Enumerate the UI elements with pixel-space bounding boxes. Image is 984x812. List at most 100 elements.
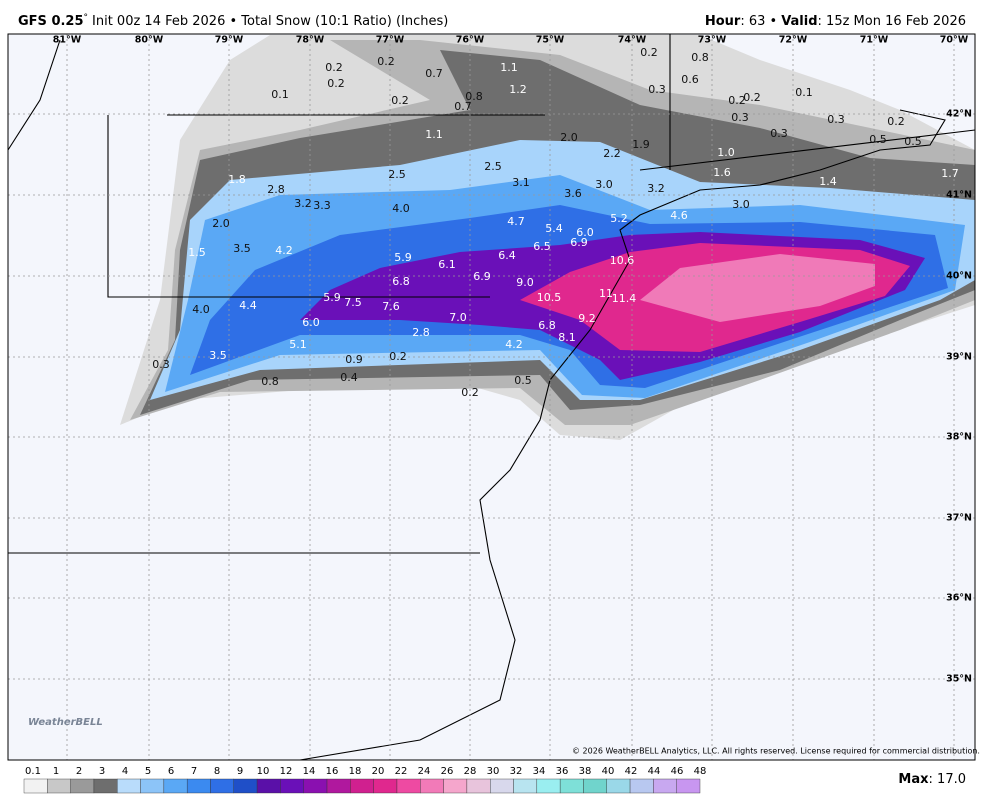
latitude-label: 38°N (946, 432, 972, 443)
colorbar-segment (396, 778, 421, 794)
colorbar-segment (140, 778, 165, 794)
longitude-label: 79°W (215, 35, 244, 46)
colorbar-label: 22 (395, 766, 408, 777)
colorbar-segment (443, 778, 468, 794)
colorbar-segment (93, 778, 118, 794)
colorbar-segment (163, 778, 188, 794)
valid-label: Valid (781, 14, 817, 29)
snow-amount: 5.1 (289, 338, 307, 351)
colorbar-label: 9 (237, 766, 243, 777)
degree: ° (84, 13, 89, 23)
latitude-label: 37°N (946, 513, 972, 524)
snow-amount: 1.1 (500, 61, 518, 74)
colorbar-segment (350, 778, 374, 794)
max-label: Max (898, 772, 929, 787)
snow-amount: 6.9 (570, 236, 588, 249)
snow-amount: 3.5 (209, 349, 227, 362)
colorbar-segment (326, 778, 351, 794)
colorbar-label: 8 (214, 766, 220, 777)
snow-amount: 1.5 (188, 246, 206, 259)
snow-amount: 0.3 (770, 127, 788, 140)
snow-amount: 1.2 (509, 83, 527, 96)
snow-amount: 0.1 (795, 86, 813, 99)
hour-value: : 63 • (740, 14, 777, 29)
colorbar-label: 36 (556, 766, 569, 777)
colorbar-segment (210, 778, 234, 794)
snow-amount: 0.2 (887, 115, 905, 128)
snow-amount: 2.5 (388, 168, 406, 181)
snow-amount: 4.2 (505, 338, 523, 351)
latitude-label: 35°N (946, 674, 972, 685)
colorbar-segment (23, 778, 48, 794)
snow-amount: 7.0 (449, 311, 467, 324)
latitude-label: 41°N (946, 190, 972, 201)
snow-amount: 0.8 (691, 51, 709, 64)
colorbar-label: 38 (579, 766, 592, 777)
snow-amount: 0.3 (648, 83, 666, 96)
colorbar-label: 16 (326, 766, 339, 777)
longitude-label: 81°W (53, 35, 82, 46)
colorbar-label: 20 (372, 766, 385, 777)
colorbar-segment (373, 778, 398, 794)
colorbar-label: 48 (694, 766, 707, 777)
snow-amount: 4.7 (507, 215, 525, 228)
snow-amount: 7.6 (382, 300, 400, 313)
snow-amount: 6.0 (302, 316, 320, 329)
snow-amount: 9.2 (578, 312, 596, 325)
longitude-label: 80°W (135, 35, 164, 46)
snow-amount: 6.0 (576, 226, 594, 239)
snow-amount: 2.0 (212, 217, 230, 230)
colorbar-label: 3 (99, 766, 105, 777)
valid-value: : 15z Mon 16 Feb 2026 (818, 14, 966, 29)
snow-amount: 6.8 (538, 319, 556, 332)
colorbar-segment (233, 778, 258, 794)
colorbar-label: 40 (602, 766, 615, 777)
snow-amount: 3.0 (595, 178, 613, 191)
snow-amount: 0.9 (345, 353, 363, 366)
latitude-label: 42°N (946, 109, 972, 120)
latitude-label: 36°N (946, 593, 972, 604)
snow-amount: 4.0 (392, 202, 410, 215)
snow-amount: 0.2 (728, 94, 746, 107)
snow-amount: 0.3 (152, 358, 170, 371)
snow-amount: 1.1 (425, 128, 443, 141)
colorbar-label: 1 (53, 766, 59, 777)
longitude-label: 71°W (860, 35, 889, 46)
snow-amount: 0.3 (731, 111, 749, 124)
snow-amount: 0.4 (340, 371, 358, 384)
colorbar-label: 24 (418, 766, 431, 777)
colorbar-label: 18 (349, 766, 362, 777)
snow-amount: 1.4 (819, 175, 837, 188)
model: GFS 0.25 (18, 14, 84, 29)
colorbar-label: 26 (441, 766, 454, 777)
colorbar-label: 5 (145, 766, 151, 777)
longitude-label: 73°W (698, 35, 727, 46)
longitude-label: 77°W (376, 35, 405, 46)
snow-amount: 0.2 (640, 46, 658, 59)
header-left: GFS 0.25° Init 00z 14 Feb 2026 • Total Sn… (18, 13, 448, 29)
colorbar-segment (513, 778, 538, 794)
colorbar-label: 34 (533, 766, 546, 777)
longitude-label: 70°W (940, 35, 969, 46)
snow-amount: 9.0 (516, 276, 534, 289)
header-right: Hour: 63 • Valid: 15z Mon 16 Feb 2026 (705, 14, 966, 29)
colorbar-segment (466, 778, 491, 794)
colorbar-segment (606, 778, 631, 794)
snow-amount: 11 (599, 287, 613, 300)
max: Max: 17.0 (898, 772, 966, 787)
snow-amount: 0.8 (465, 90, 483, 103)
colorbar-segment (186, 778, 211, 794)
logo: WeatherBELL (28, 717, 103, 728)
snow-amount: 0.7 (454, 100, 472, 113)
snow-amount: 1.8 (228, 173, 246, 186)
colorbar-label: 0.1 (25, 766, 41, 777)
snow-amount: 2.5 (484, 160, 502, 173)
colorbar-label: 14 (303, 766, 316, 777)
longitude-label: 76°W (456, 35, 485, 46)
longitude-label: 75°W (536, 35, 565, 46)
snow-amount: 3.5 (233, 242, 251, 255)
snow-amount: 1.9 (632, 138, 650, 151)
colorbar-label: 4 (122, 766, 128, 777)
snow-amount: 5.9 (323, 291, 341, 304)
description: Init 00z 14 Feb 2026 • Total Snow (10:1 … (92, 14, 448, 29)
